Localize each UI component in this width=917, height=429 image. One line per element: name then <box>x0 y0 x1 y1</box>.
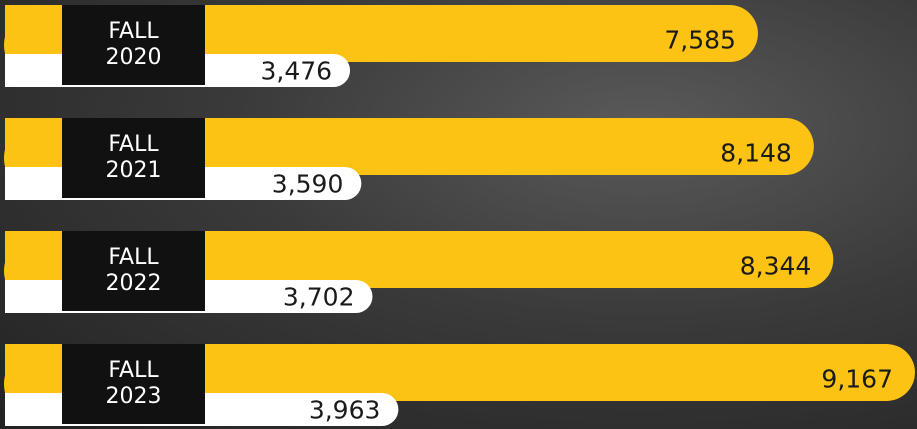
category-label: FALL 2020 <box>62 5 205 85</box>
category-label: FALL 2021 <box>62 118 205 198</box>
value-label: 8,148 <box>720 139 792 168</box>
value-label: 9,167 <box>821 365 893 394</box>
value-label: 3,590 <box>272 170 344 199</box>
value-label: 8,344 <box>740 252 812 281</box>
value-label: 3,476 <box>260 57 332 86</box>
value-label: 3,963 <box>309 396 381 425</box>
page: 7,585 3,476 8,148 3,590 8,344 3,702 9,167 3,963… <box>0 0 917 429</box>
category-label: FALL 2023 <box>62 344 205 424</box>
value-label: 3,702 <box>283 283 355 312</box>
value-label: 7,585 <box>664 26 736 55</box>
category-label: FALL 2022 <box>62 231 205 311</box>
